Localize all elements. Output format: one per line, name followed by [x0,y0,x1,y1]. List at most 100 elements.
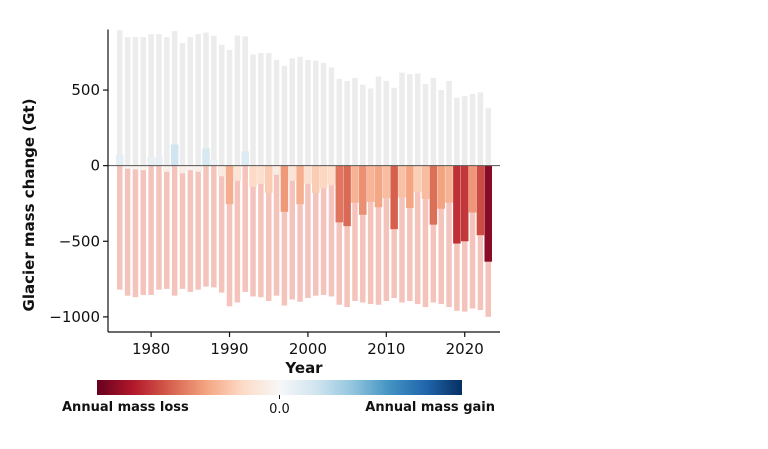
lower-uncertainty-bar [438,165,444,305]
upper-uncertainty-bar [446,80,452,166]
lower-uncertainty-bar [328,165,335,297]
mass-change-bar [241,151,249,166]
upper-uncertainty-bar [171,31,178,166]
upper-uncertainty-bar [211,35,217,166]
lower-uncertainty-bar [195,165,201,290]
mass-change-bar [178,165,187,174]
lower-uncertainty-bar [226,165,233,307]
upper-uncertainty-bar [195,34,201,166]
colorbar-center-label: 0.0 [269,402,290,417]
lower-uncertainty-bar [117,165,123,290]
lower-uncertainty-bar [273,165,280,296]
mass-change-bar [257,165,265,184]
lower-uncertainty-bar [242,165,248,292]
upper-uncertainty-bar [328,67,335,166]
mass-change-bar [359,165,367,215]
mass-change-bar [155,156,163,166]
mass-change-bar [366,165,375,202]
colorbar-loss-label: Annual mass loss [62,400,189,415]
lower-uncertainty-bar [171,165,178,296]
lower-uncertainty-bar [446,165,452,308]
y-tick-label: −500 [59,232,100,250]
mass-change-bar [319,165,328,189]
lower-uncertainty-bar [132,165,139,298]
upper-uncertainty-bar [226,49,233,166]
mass-change-bar [217,165,226,177]
mass-change-bar [351,165,359,203]
upper-uncertainty-bar [352,77,358,166]
lower-uncertainty-bar [352,165,358,301]
axes: −1000 −500 0 500 1980 1990 2000 2010 2020 [49,29,500,358]
lower-uncertainty-bar [218,165,225,293]
mass-change-bar [249,165,257,187]
mass-change-bar [288,165,296,181]
upper-uncertainty-bar [124,37,131,166]
mass-change-bar [163,165,171,172]
lower-uncertainty-bar [258,165,264,298]
upper-uncertainty-bar [375,76,382,166]
mass-change-bar [147,157,155,166]
lower-uncertainty-bar [430,165,437,303]
mass-change-bar [186,165,195,171]
upper-uncertainty-bar [140,37,147,166]
upper-uncertainty-bar [164,37,170,166]
x-ticks: 1980 1990 2000 2010 2020 [132,332,484,358]
mass-change-bar [476,165,485,236]
lower-uncertainty-bar [297,165,303,302]
mass-change-bar [382,165,391,199]
lower-uncertainty-bar [140,165,147,295]
mass-change-bar [413,165,422,193]
lower-uncertainty-bar [148,165,154,295]
lower-uncertainty-bar [344,165,350,308]
lower-uncertainty-bar [265,165,272,301]
mass-change-bar [296,165,304,205]
lower-uncertainty-bar [391,165,397,298]
x-tick-label: 2020 [446,340,484,358]
mass-change-bar [406,165,414,208]
mass-change-bar [304,165,312,184]
mass-change-bar [280,165,289,212]
x-tick-label: 1990 [210,340,248,358]
upper-uncertainty-bar [461,96,468,166]
upper-uncertainty-bar [305,59,311,166]
lower-uncertainty-bar [407,165,413,301]
mass-change-bar [460,165,469,242]
colorbar-gain-label: Annual mass gain [365,400,495,415]
lower-uncertainty-bar [383,165,390,301]
lower-uncertainty-bar [399,165,405,303]
upper-uncertainty-bar [265,53,272,166]
upper-uncertainty-bar [454,97,460,166]
upper-uncertainty-bar [383,80,390,166]
upper-uncertainty-bar [218,44,225,166]
mass-change-bar [312,165,320,193]
mass-change-bar [116,155,124,166]
mass-change-bar [272,165,281,175]
upper-uncertainty-bar [485,108,491,166]
mass-change-bar [390,165,398,230]
upper-uncertainty-bar [320,62,327,166]
mass-change-bar [210,159,218,166]
mass-change-bar [445,165,453,203]
upper-uncertainty-bar [344,80,350,166]
upper-uncertainty-bar [391,87,397,166]
lower-uncertainty-bar [179,165,186,289]
lower-uncertainty-bar [414,165,421,305]
upper-uncertainty-bar [156,34,162,166]
upper-uncertainty-bar [234,35,241,166]
upper-uncertainty-bar [148,34,154,166]
lower-uncertainty-bar [281,165,288,306]
lower-uncertainty-bar [422,165,429,308]
mass-change-bar [194,165,202,172]
upper-uncertainty-bar [414,73,421,166]
mass-change-bar [327,165,336,186]
lower-uncertainty-bar [289,165,295,300]
upper-uncertainty-bar [289,58,295,166]
upper-uncertainty-bar [258,53,264,166]
upper-uncertainty-bar [132,37,139,166]
mass-change-bar [131,165,140,170]
lower-uncertainty-bar [164,165,170,289]
x-axis-title: Year [284,359,323,377]
upper-uncertainty-bar [477,92,484,166]
upper-uncertainty-bar [407,74,413,166]
y-tick-label: 500 [71,81,100,99]
